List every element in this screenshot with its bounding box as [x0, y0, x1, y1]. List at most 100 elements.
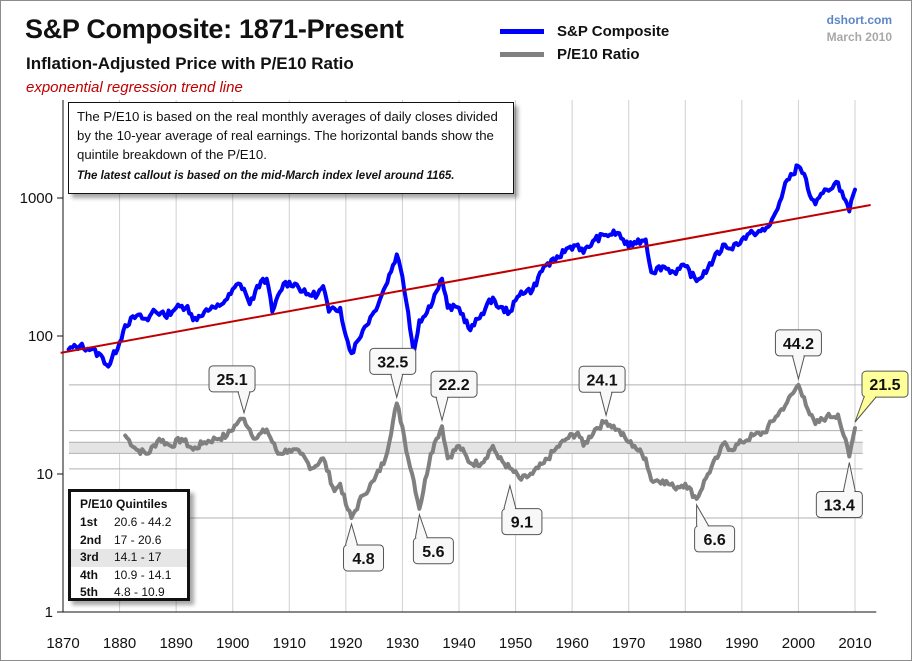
quintile-range: 17 - 20.6 — [114, 532, 162, 547]
quintile-row: 5th 4.8 - 10.9 — [71, 584, 187, 602]
x-tick-label: 1890 — [159, 635, 192, 652]
callout-13-4: 13.4 — [815, 462, 863, 518]
legend-label-pe: P/E10 Ratio — [557, 46, 640, 63]
chart-title: S&P Composite: 1871-Present — [25, 14, 404, 44]
callout-6-6: 6.6 — [694, 503, 736, 553]
quintile-lines — [69, 384, 863, 519]
y-tick-label: 100 — [28, 328, 53, 345]
callout-32-5: 32.5 — [369, 347, 417, 400]
trend-line — [60, 204, 871, 354]
callout-label: 32.5 — [377, 354, 408, 371]
callout-pointer — [414, 512, 428, 538]
x-tick-label: 1930 — [386, 635, 419, 652]
quintile-row: 2nd 17 - 20.6 — [71, 532, 187, 550]
y-tick-label: 1000 — [20, 190, 53, 207]
note-body: The P/E10 is based on the real monthly a… — [77, 109, 498, 162]
legend-swatch-sp — [500, 29, 544, 34]
series-line-pe10 — [123, 382, 857, 520]
legend-item-pe: P/E10 Ratio — [500, 43, 669, 66]
x-tick-label: 1960 — [555, 635, 588, 652]
x-tick-label: 1900 — [216, 635, 249, 652]
callout-24-1: 24.1 — [578, 365, 626, 418]
x-tick-label: 1980 — [669, 635, 702, 652]
callout-25-1: 25.1 — [208, 365, 256, 415]
callout-box — [208, 365, 256, 393]
legend-label-sp: S&P Composite — [557, 23, 670, 40]
callout-pointer — [854, 396, 877, 423]
callout-label: 9.1 — [511, 515, 533, 532]
callout-box — [694, 525, 736, 553]
x-tick-label: 1940 — [442, 635, 475, 652]
series-layer — [60, 163, 871, 520]
callout-pointer — [237, 391, 251, 415]
quintile-range: 10.9 - 14.1 — [114, 567, 172, 582]
x-tick-label: 1920 — [329, 635, 362, 652]
callout-label: 22.2 — [438, 377, 469, 394]
callout-pointer — [435, 397, 449, 423]
x-tick-label: 1950 — [499, 635, 532, 652]
quintile-rank: 5th — [80, 585, 98, 599]
legend-item-sp: S&P Composite — [500, 20, 669, 43]
callouts: 25.1 4.8 32.5 5.6 22.2 9.1 24.1 6.6 44.2 13.4 21.5 — [208, 329, 909, 572]
x-axis-ticks: 1870 1880 1890 1900 1910 1920 1930 1940 1950 1960… — [46, 635, 871, 652]
callout-label: 6.6 — [703, 532, 725, 549]
source-date: March 2010 — [826, 30, 892, 44]
callout-label: 5.6 — [422, 544, 444, 561]
callout-22-2: 22.2 — [430, 370, 478, 423]
callout-box — [501, 508, 543, 536]
callout-4-8: 4.8 — [343, 522, 385, 572]
callout-label: 4.8 — [352, 551, 374, 568]
quintile-range: 4.8 - 10.9 — [114, 585, 165, 599]
x-tick-label: 1870 — [46, 635, 79, 652]
quintiles-title: P/E10 Quintiles — [80, 497, 168, 511]
quintile-rank: 2nd — [80, 532, 102, 547]
quintile-range: 20.6 - 44.2 — [114, 515, 172, 529]
callout-pointer — [696, 503, 710, 527]
legend-swatch-pe — [500, 52, 544, 57]
x-tick-label: 1990 — [725, 635, 758, 652]
quintile-rank: 1st — [80, 515, 98, 529]
callout-9-1: 9.1 — [501, 483, 543, 536]
x-tick-label: 1880 — [103, 635, 136, 652]
series-line-sp-composite — [66, 163, 857, 369]
callout-label: 25.1 — [216, 372, 247, 389]
callout-box — [861, 370, 909, 398]
callout-21-5: 21.5 — [854, 370, 909, 423]
callout-label: 21.5 — [869, 377, 900, 394]
callout-pointer — [390, 374, 404, 400]
callout-label: 13.4 — [824, 497, 855, 514]
quintile-rank: 3rd — [80, 550, 99, 564]
callout-box — [815, 490, 863, 518]
quintiles-table: P/E10 Quintiles 1st 20.6 - 44.2 2nd 17 - 2… — [68, 489, 190, 601]
callout-label: 24.1 — [587, 372, 618, 389]
callout-44-2: 44.2 — [774, 329, 822, 381]
source-credit: dshort.com March 2010 — [827, 12, 892, 46]
x-tick-label: 2010 — [838, 635, 871, 652]
chart-subtitle: Inflation-Adjusted Price with P/E10 Rati… — [26, 54, 354, 73]
callout-box — [412, 537, 454, 565]
y-tick-label: 10 — [36, 466, 53, 483]
x-tick-label: 2000 — [782, 635, 815, 652]
trend-note: exponential regression trend line — [26, 79, 243, 96]
x-tick-label: 1910 — [273, 635, 306, 652]
quintile-row: 1st 20.6 - 44.2 — [71, 514, 187, 532]
y-axis-ticks: 1 10 100 1000 — [20, 190, 63, 621]
quintile-row-highlighted: 3rd 14.1 - 17 — [71, 549, 187, 567]
legend: S&P Composite P/E10 Ratio — [500, 20, 669, 66]
explanation-note: The P/E10 is based on the real monthly a… — [68, 102, 514, 194]
x-tick-label: 1970 — [612, 635, 645, 652]
callout-5-6: 5.6 — [412, 512, 454, 565]
quintile-rank: 4th — [80, 567, 98, 582]
callout-box — [343, 544, 385, 572]
axes — [57, 100, 877, 613]
quintile-band-middle — [69, 442, 863, 454]
note-latest: The latest callout is based on the mid-M… — [77, 170, 455, 182]
callout-label: 44.2 — [783, 336, 814, 353]
callout-pointer — [503, 483, 517, 509]
y-tick-label: 1 — [45, 604, 53, 621]
quintile-row: 4th 10.9 - 14.1 — [71, 567, 187, 585]
callout-pointer — [791, 355, 805, 381]
source-site: dshort.com — [826, 13, 892, 27]
callout-pointer — [345, 522, 358, 546]
callout-pointer — [599, 392, 613, 418]
